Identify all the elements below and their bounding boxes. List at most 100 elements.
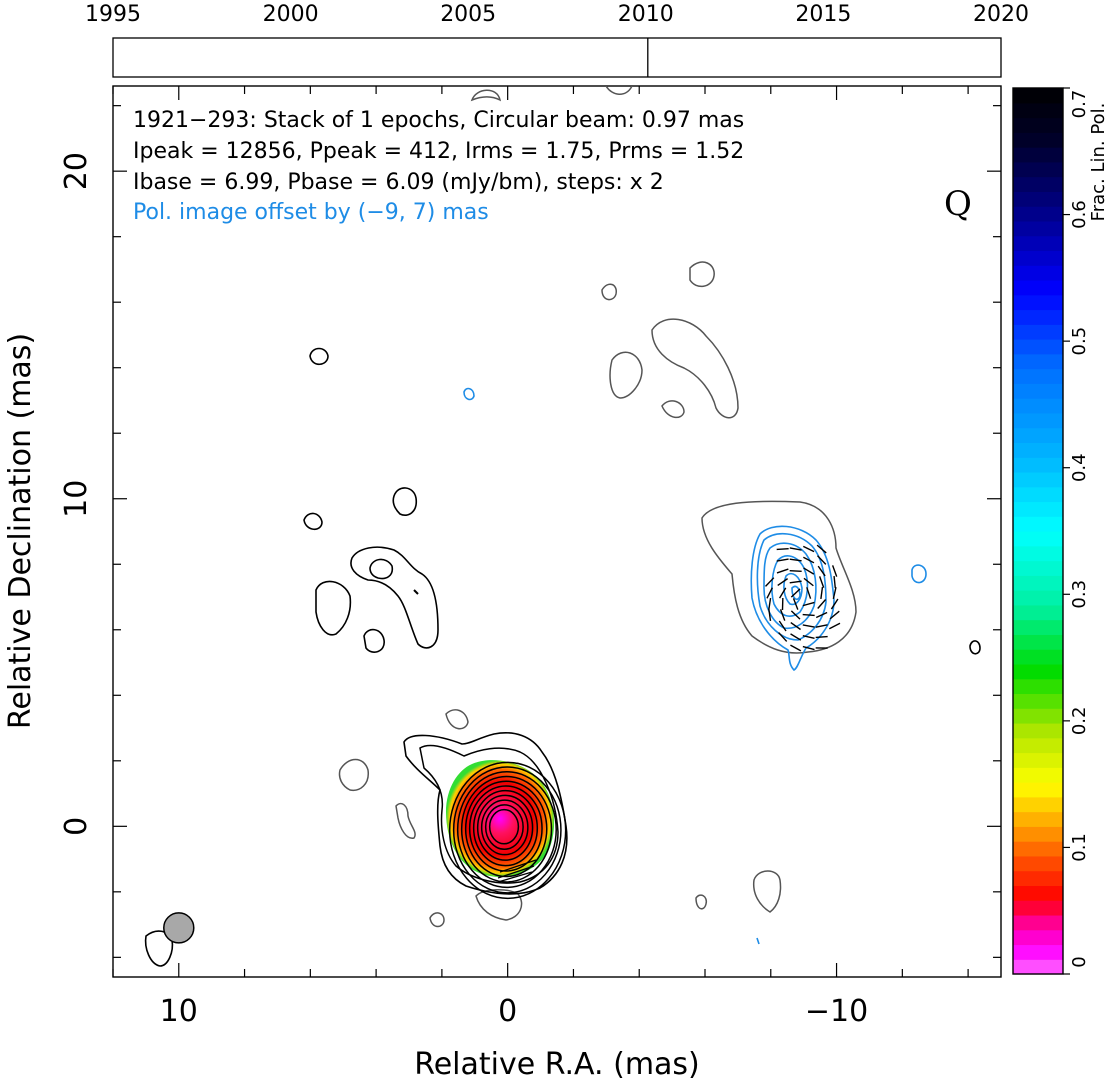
evpa-tick [777,578,789,586]
evpa-tick [789,570,802,573]
colorbar-swatch [1013,649,1063,665]
contour-island [651,318,739,419]
timeline-year-label: 1995 [85,2,141,27]
contour-island [392,487,418,516]
pol-contour [763,542,817,630]
intensity-contour-level [488,808,520,845]
intensity-contour-level [476,794,534,861]
intensity-contour-level [452,766,562,894]
colorbar-swatch [1013,324,1063,340]
contour-island [309,347,329,366]
evpa-tick [802,645,815,651]
evpa-tick [779,609,786,621]
colorbar-swatch [1013,516,1063,532]
evpa-tick [803,577,814,587]
evpa-tick [789,558,802,562]
colorbar-title: Frac. Lin. Pol. [1088,103,1109,222]
evpa-tick [802,624,815,628]
core-evpa-ticks [497,859,537,883]
evpa-tick [768,597,772,611]
pol-evpa-ticks [765,544,841,652]
evpa-tick [815,611,828,619]
contour-island [369,558,394,580]
colorbar-swatch [1013,457,1063,473]
colorbar-swatch [1013,147,1063,163]
colorbar-swatch [1013,752,1063,768]
contour-island [689,261,715,288]
evpa-tick [832,587,837,600]
evpa-tick [803,567,815,575]
colorbar-swatch [1013,722,1063,739]
colorbar-swatch [1013,959,1063,975]
colorbar-swatch [1013,294,1063,311]
colorbar-swatch [1013,398,1063,414]
evpa-tick [765,577,775,587]
colorbar-tick-label: 0.1 [1069,833,1090,862]
colorbar-swatch [1013,737,1063,754]
pol-contour [463,387,475,401]
pol-offset-note: Pol. image offset by (−9, 7) mas [133,200,489,225]
colorbar-swatch [1013,811,1063,827]
contour-island [144,930,174,967]
colorbar-swatch [1013,279,1063,296]
core-component [403,732,568,900]
evpa-tick [778,587,787,599]
colorbar-swatch [1013,250,1063,266]
timeline-year-label: 2020 [973,2,1029,27]
contour-island [470,89,502,102]
colorbar-swatch [1013,619,1063,635]
evpa-tick [829,610,840,620]
colorbar-swatch [1013,841,1063,857]
intensity-contour-level [468,785,543,872]
colorbar-swatch [1013,855,1063,872]
colorbar-swatch [1013,870,1063,886]
evpa-tick [803,556,815,564]
intensity-contour-level [484,804,524,850]
info-line-1: 1921−293: Stack of 1 epochs, Circular be… [133,108,744,133]
evpa-tick [818,576,825,588]
colorbar-swatch [1013,663,1063,680]
evpa-tick [816,544,827,554]
evpa-tick [497,865,535,879]
evpa-tick [815,624,828,628]
colorbar-swatch [1013,590,1063,606]
total-intensity-contours [144,347,981,967]
colorbar-tick-label: 0.6 [1069,200,1090,229]
colorbar-swatch [1013,693,1063,709]
colorbar-swatch [1013,575,1063,591]
contour-island [303,512,323,531]
contour-island [701,500,857,654]
colorbar-swatch [1013,634,1063,650]
timeline-year-label: 2015 [795,2,851,27]
contour-island [752,870,782,913]
y-axis-title: Relative Declination (mas) [3,333,38,729]
evpa-tick [778,620,787,632]
epoch-timeline: 1995 2000 2005 2010 2015 2020 [85,2,1029,78]
colorbar-swatch [1013,914,1063,931]
contour-island [609,351,643,399]
colorbar-tick-label: 0.3 [1069,580,1090,609]
pol-contour [756,533,827,641]
evpa-tick [790,621,801,631]
colorbar-swatch [1013,412,1063,429]
band-label: Q [944,184,972,224]
timeline-year-label: 2005 [440,2,496,27]
evpa-tick [790,588,801,598]
colorbar-swatch [1013,102,1063,119]
colorbar-tick-label: 0.4 [1069,453,1090,482]
colorbar-swatch [1013,176,1063,192]
evpa-tick [776,558,789,562]
contour-island [969,640,981,655]
faint-intensity-contours [338,86,857,928]
evpa-tick [806,587,812,599]
x-tick-label: −10 [805,994,868,1029]
colorbar-swatch [1013,944,1063,960]
pol-contour [750,525,835,671]
colorbar-tick-label: 0.2 [1069,707,1090,736]
contour-island [350,546,439,649]
x-tick-label: 10 [160,994,198,1029]
evpa-tick [497,871,533,883]
core-outer-contour [403,732,568,895]
map-area: 10 0 −10 0 10 20 [59,85,1002,1029]
colorbar-swatch [1013,132,1063,148]
